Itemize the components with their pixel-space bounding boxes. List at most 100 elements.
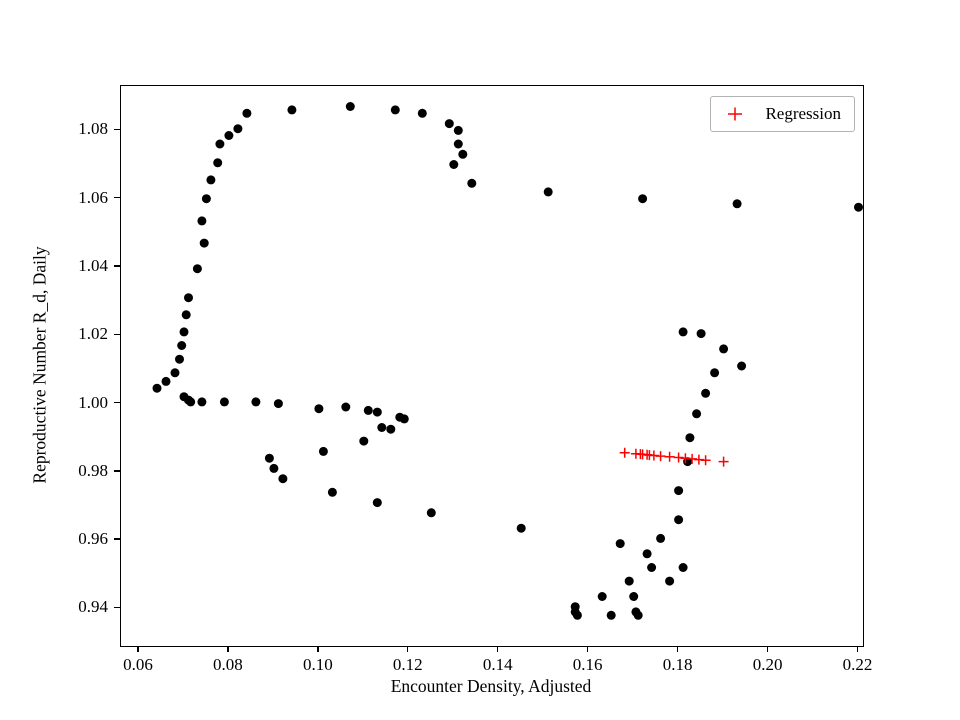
- scatter-point: [192, 264, 202, 274]
- scatter-point: [233, 124, 243, 134]
- scatter-point: [543, 187, 553, 197]
- scatter-point: [710, 368, 720, 378]
- y-tick-label: 0.96: [78, 529, 108, 549]
- x-tick-label: 0.08: [213, 655, 243, 674]
- x-tick-mark: [766, 646, 769, 652]
- scatter-point: [186, 397, 196, 407]
- scatter-point: [674, 515, 684, 525]
- scatter-point: [426, 508, 436, 518]
- scatter-point: [264, 453, 274, 463]
- y-tick-mark: [114, 197, 120, 199]
- scatter-point: [638, 194, 648, 204]
- scatter-point: [685, 433, 695, 443]
- scatter-point: [453, 139, 463, 149]
- plot-area: Regression: [120, 85, 864, 647]
- legend-label-regression: Regression: [765, 104, 841, 123]
- scatter-point: [345, 102, 355, 111]
- x-tick-mark: [587, 646, 589, 652]
- x-tick-label: 0.10: [302, 655, 333, 674]
- regression-marker: [619, 447, 630, 458]
- y-tick-label: 1.08: [78, 119, 108, 139]
- x-tick-label: 0.22: [842, 655, 873, 674]
- scatter-point: [417, 108, 427, 118]
- x-tick-mark: [676, 646, 679, 652]
- x-tick-mark: [227, 646, 229, 652]
- scatter-point: [199, 238, 209, 248]
- scatter-point: [629, 592, 639, 601]
- y-tick-mark: [114, 606, 120, 609]
- y-tick-mark: [114, 401, 120, 404]
- scatter-point: [197, 216, 207, 226]
- scatter-point: [170, 368, 180, 378]
- y-tick-label: 1.02: [78, 324, 108, 344]
- scatter-canvas: [152, 102, 863, 620]
- scatter-point: [516, 523, 526, 533]
- y-tick-mark: [114, 538, 120, 540]
- scatter-point: [458, 149, 468, 159]
- scatter-point: [213, 158, 223, 168]
- scatter-point: [224, 131, 234, 140]
- scatter-point: [278, 474, 288, 484]
- scatter-point: [386, 424, 396, 434]
- scatter-point: [678, 563, 688, 572]
- scatter-point: [656, 533, 666, 543]
- scatter-point: [377, 423, 387, 432]
- y-tick-label: 1.04: [78, 255, 108, 275]
- scatter-point: [674, 486, 684, 496]
- x-tick-label: 0.06: [123, 655, 153, 674]
- y-tick-label: 1.00: [78, 392, 108, 412]
- scatter-point: [467, 178, 477, 188]
- scatter-point: [152, 383, 162, 393]
- scatter-point: [624, 576, 634, 586]
- scatter-point: [197, 397, 207, 407]
- scatter-point: [678, 327, 688, 337]
- scatter-point: [453, 125, 463, 135]
- regression-marker: [718, 456, 729, 467]
- x-tick-label: 0.14: [482, 655, 513, 674]
- series-regression: [619, 447, 729, 467]
- scatter-point: [692, 409, 702, 419]
- y-tick-mark: [114, 265, 120, 267]
- scatter-point: [219, 397, 229, 407]
- scatter-point: [201, 194, 211, 204]
- scatter-point: [206, 175, 216, 185]
- scatter-point: [701, 388, 711, 398]
- scatter-point: [854, 202, 863, 212]
- scatter-point: [184, 293, 193, 303]
- scatter-point: [737, 361, 747, 371]
- scatter-point: [719, 344, 729, 354]
- x-tick-label: 0.20: [752, 655, 783, 674]
- scatter-point: [179, 327, 189, 337]
- y-tick-label: 1.06: [78, 187, 108, 207]
- scatter-point: [633, 610, 643, 620]
- scatter-point: [444, 119, 454, 129]
- scatter-point: [314, 404, 324, 414]
- series-observations: [152, 102, 863, 620]
- x-tick-mark: [856, 646, 859, 652]
- regression-marker: [664, 451, 675, 462]
- x-tick-label: 0.16: [572, 655, 603, 674]
- y-tick-mark: [114, 470, 120, 472]
- x-tick-mark: [407, 646, 409, 652]
- regression-marker: [655, 451, 666, 462]
- scatter-point: [597, 592, 607, 601]
- scatter-point: [372, 498, 382, 508]
- scatter-point: [449, 160, 459, 169]
- scatter-point: [372, 407, 382, 417]
- scatter-point: [647, 563, 657, 572]
- regression-plus-icon: [728, 107, 743, 121]
- scatter-point: [269, 463, 279, 473]
- x-tick-label: 0.18: [662, 655, 693, 674]
- scatter-point: [642, 549, 652, 559]
- scatter-point: [327, 487, 337, 497]
- scatter-point: [615, 539, 625, 549]
- x-axis-label: Encounter Density, Adjusted: [390, 676, 592, 696]
- scatter-point: [341, 402, 351, 412]
- scatter-point: [242, 108, 252, 118]
- scatter-point: [390, 105, 400, 115]
- scatter-point: [572, 610, 582, 620]
- scatter-point: [273, 399, 283, 409]
- y-tick-label: 0.94: [78, 597, 108, 617]
- x-tick-mark: [497, 646, 499, 652]
